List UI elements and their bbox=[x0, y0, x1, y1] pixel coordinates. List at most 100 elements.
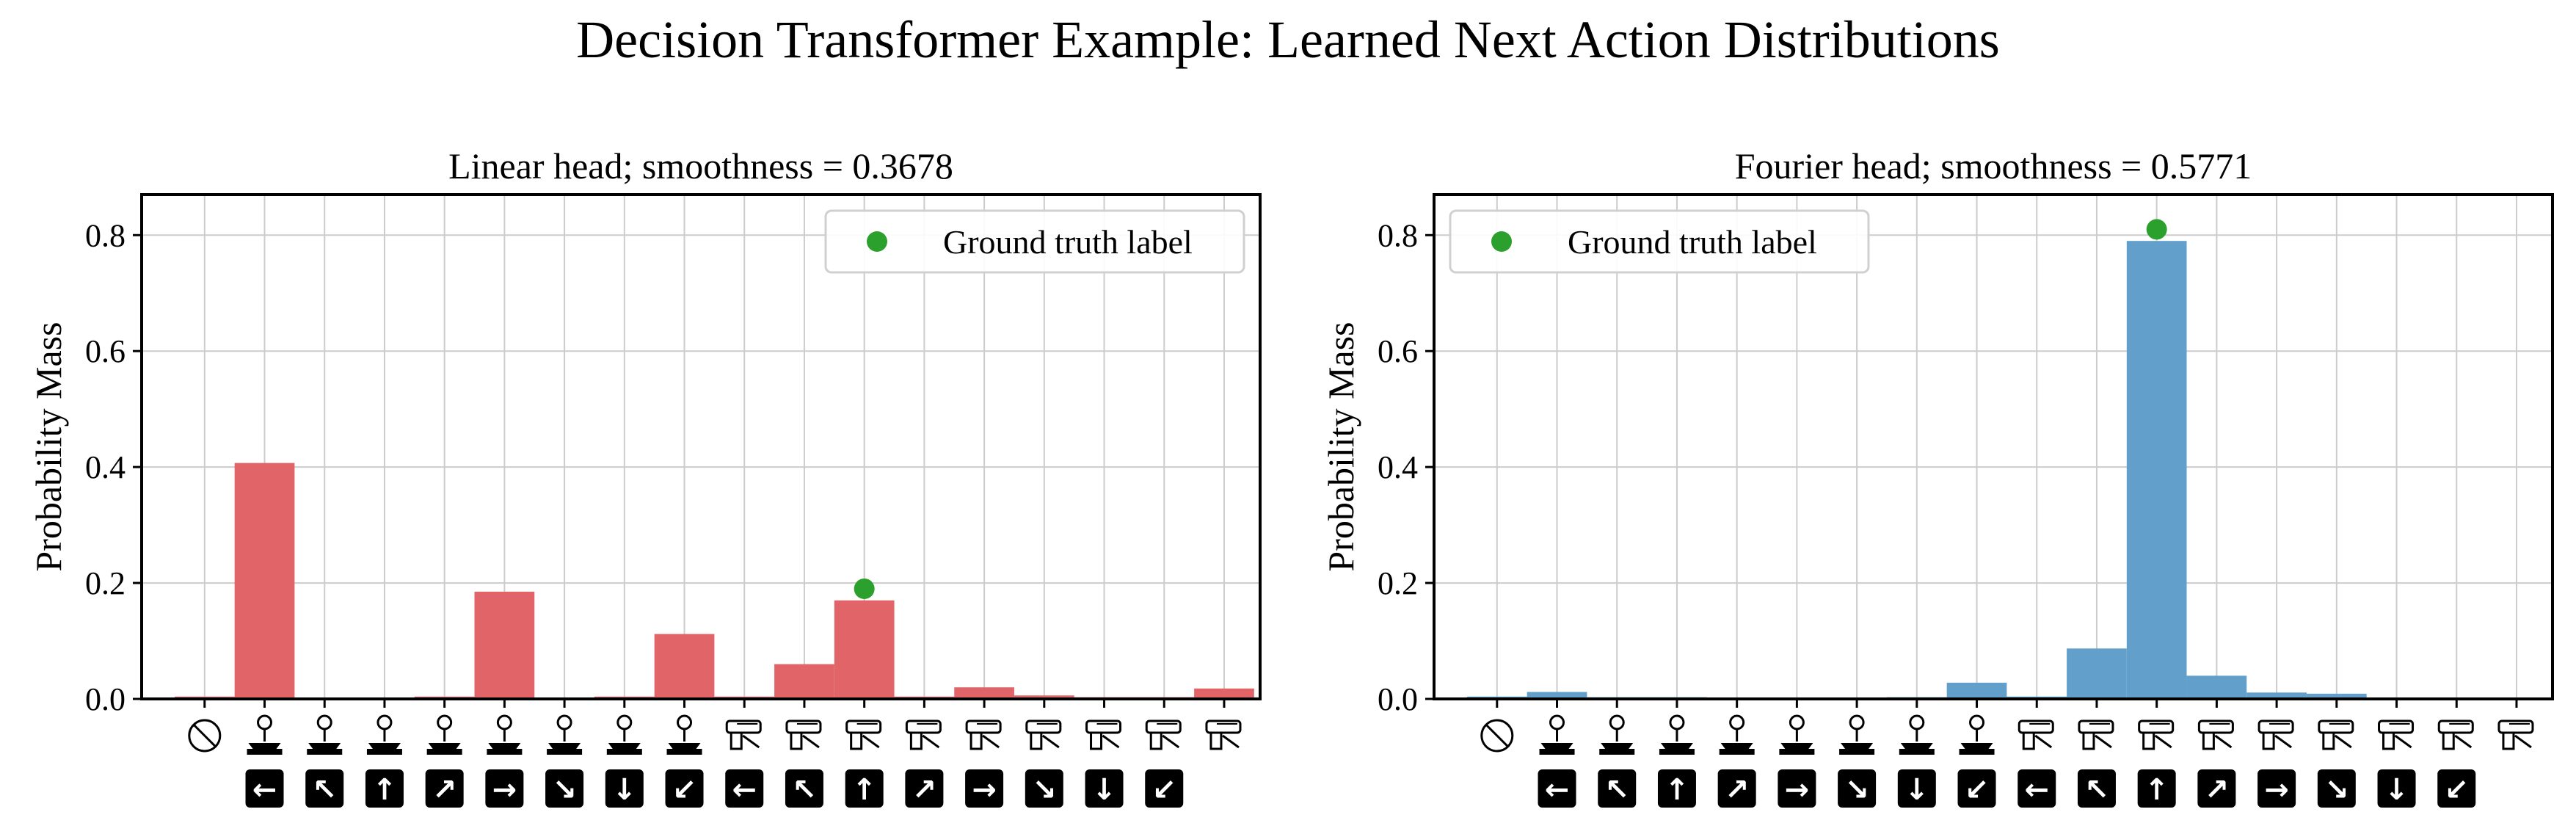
joystick-icon bbox=[247, 714, 283, 755]
joystick-icon bbox=[1779, 714, 1815, 755]
arrow-tile-icon: ↘ bbox=[2317, 769, 2356, 808]
x-tick-label-move-down-right: ↘ bbox=[1025, 719, 1063, 808]
svg-text:→: → bbox=[492, 773, 517, 807]
blaster-icon bbox=[845, 719, 882, 750]
legend-marker bbox=[867, 231, 887, 252]
blaster-icon bbox=[2138, 719, 2175, 750]
no-op-slash-icon bbox=[192, 723, 217, 748]
arrow-tile-icon: ↖ bbox=[1598, 769, 1637, 808]
arrow-tile-icon: ↓ bbox=[2377, 769, 2416, 808]
svg-text:↘: ↘ bbox=[2324, 773, 2349, 807]
x-tick-label-no-op bbox=[188, 719, 222, 753]
bar bbox=[834, 600, 895, 699]
x-tick-label-move-up-left: ↖ bbox=[785, 719, 823, 808]
svg-text:↘: ↘ bbox=[552, 773, 577, 807]
arrow-tile-icon: ↙ bbox=[2437, 769, 2476, 808]
joystick-icon bbox=[606, 714, 642, 755]
svg-text:↑: ↑ bbox=[372, 773, 397, 807]
y-tick-label: 0.0 bbox=[1378, 681, 1418, 717]
joystick-icon bbox=[1839, 714, 1875, 755]
blaster-icon bbox=[2318, 719, 2354, 750]
svg-text:↑: ↑ bbox=[852, 773, 877, 807]
bar bbox=[1014, 695, 1074, 699]
arrow-tile-icon: ↙ bbox=[1145, 769, 1184, 808]
legend-box bbox=[1449, 209, 1870, 274]
x-tick-label-move-down-left: ↙ bbox=[1145, 719, 1184, 808]
blaster-icon bbox=[2017, 719, 2054, 750]
x-tick-label-move-up: ↑ bbox=[845, 719, 884, 808]
blaster-icon bbox=[1025, 719, 1062, 750]
y-tick-label: 0.2 bbox=[1378, 565, 1418, 601]
fourier-head-panel: 0.0 0.2 0.4 0.6 0.8 ← ↖ ↑ ↗ → ↘ ↓ ↙ ← ↖ ↑ ↗ → ↘ ↓ ↙ Fourier h… bbox=[1320, 145, 2554, 808]
blaster-icon bbox=[725, 719, 762, 750]
joystick-icon bbox=[487, 714, 523, 755]
arrow-tile-icon: ↑ bbox=[845, 769, 884, 808]
bar bbox=[474, 591, 535, 699]
svg-text:↓: ↓ bbox=[1904, 773, 1929, 807]
svg-text:→: → bbox=[1785, 773, 1810, 807]
svg-text:→: → bbox=[972, 773, 997, 807]
x-tick-label-move-extra bbox=[2497, 719, 2534, 750]
x-tick-label-fire-down-left: ↙ bbox=[1957, 714, 1996, 808]
arrow-tile-icon: → bbox=[1778, 769, 1816, 808]
y-axis-label: Probability Mass bbox=[28, 322, 69, 571]
joystick-icon bbox=[1539, 714, 1575, 755]
blaster-icon bbox=[1145, 719, 1182, 750]
blaster-icon bbox=[2197, 719, 2234, 750]
svg-text:←: ← bbox=[2024, 773, 2049, 807]
bar bbox=[1946, 682, 2007, 699]
x-tick-label-fire-right: → bbox=[1778, 714, 1816, 808]
arrow-tile-icon: ↓ bbox=[1897, 769, 1936, 808]
panel-title: Fourier head; smoothness = 0.5771 bbox=[1735, 145, 2252, 186]
x-tick-label-move-left: ← bbox=[2017, 719, 2056, 808]
bar bbox=[954, 687, 1014, 699]
no-op-icon bbox=[188, 719, 222, 753]
blaster-icon bbox=[2497, 719, 2534, 750]
joystick-icon bbox=[1659, 714, 1695, 755]
arrow-tile-icon: → bbox=[965, 769, 1004, 808]
y-tick-label: 0.6 bbox=[85, 333, 125, 369]
legend-box bbox=[824, 209, 1245, 274]
svg-text:↖: ↖ bbox=[1604, 773, 1629, 807]
ground-truth-marker bbox=[854, 578, 875, 599]
arrow-tile-icon: ↑ bbox=[2137, 769, 2176, 808]
svg-text:↗: ↗ bbox=[1725, 773, 1750, 807]
arrow-tile-icon: ↙ bbox=[1957, 769, 1996, 808]
x-tick-label-move-up-right: ↗ bbox=[2197, 719, 2236, 808]
x-tick-label-move-up-left: ↖ bbox=[2077, 719, 2116, 808]
x-tick-label-fire-up: ↑ bbox=[1657, 714, 1696, 808]
svg-text:↘: ↘ bbox=[1844, 773, 1869, 807]
panel-title: Linear head; smoothness = 0.3678 bbox=[448, 145, 953, 186]
svg-text:↓: ↓ bbox=[1092, 773, 1117, 807]
svg-text:↗: ↗ bbox=[912, 773, 937, 807]
joystick-icon bbox=[426, 714, 462, 755]
x-tick-label-fire-down-right: ↘ bbox=[545, 714, 584, 808]
joystick-icon bbox=[666, 714, 702, 755]
x-tick-label-move-down-left: ↙ bbox=[2437, 719, 2476, 808]
joystick-icon bbox=[547, 714, 583, 755]
joystick-icon bbox=[1899, 714, 1935, 755]
svg-text:↖: ↖ bbox=[312, 773, 337, 807]
arrow-tile-icon: ↑ bbox=[365, 769, 404, 808]
svg-text:↙: ↙ bbox=[672, 773, 697, 807]
legend: Ground truth label bbox=[1449, 209, 1870, 274]
blaster-icon bbox=[1085, 719, 1122, 750]
svg-text:↙: ↙ bbox=[1965, 773, 1990, 807]
x-tick-label-move-left: ← bbox=[725, 719, 764, 808]
plot-frame bbox=[140, 193, 1262, 700]
svg-text:←: ← bbox=[1545, 773, 1570, 807]
x-tick-label-move-right: → bbox=[965, 719, 1004, 808]
arrow-tile-icon: ↗ bbox=[905, 769, 944, 808]
x-tick-label-no-op bbox=[1480, 719, 1514, 753]
x-tick-label-move-up: ↑ bbox=[2137, 719, 2176, 808]
joystick-icon bbox=[307, 714, 343, 755]
arrow-tile-icon: ↗ bbox=[1717, 769, 1756, 808]
svg-text:↗: ↗ bbox=[2205, 773, 2230, 807]
bar bbox=[234, 463, 295, 699]
x-tick-label-fire-left: ← bbox=[245, 714, 284, 808]
svg-text:↖: ↖ bbox=[2084, 773, 2109, 807]
svg-text:↖: ↖ bbox=[792, 773, 817, 807]
arrow-tile-icon: ← bbox=[245, 769, 284, 808]
blaster-icon bbox=[1205, 719, 1242, 750]
x-tick-label-move-right: → bbox=[2257, 719, 2296, 808]
